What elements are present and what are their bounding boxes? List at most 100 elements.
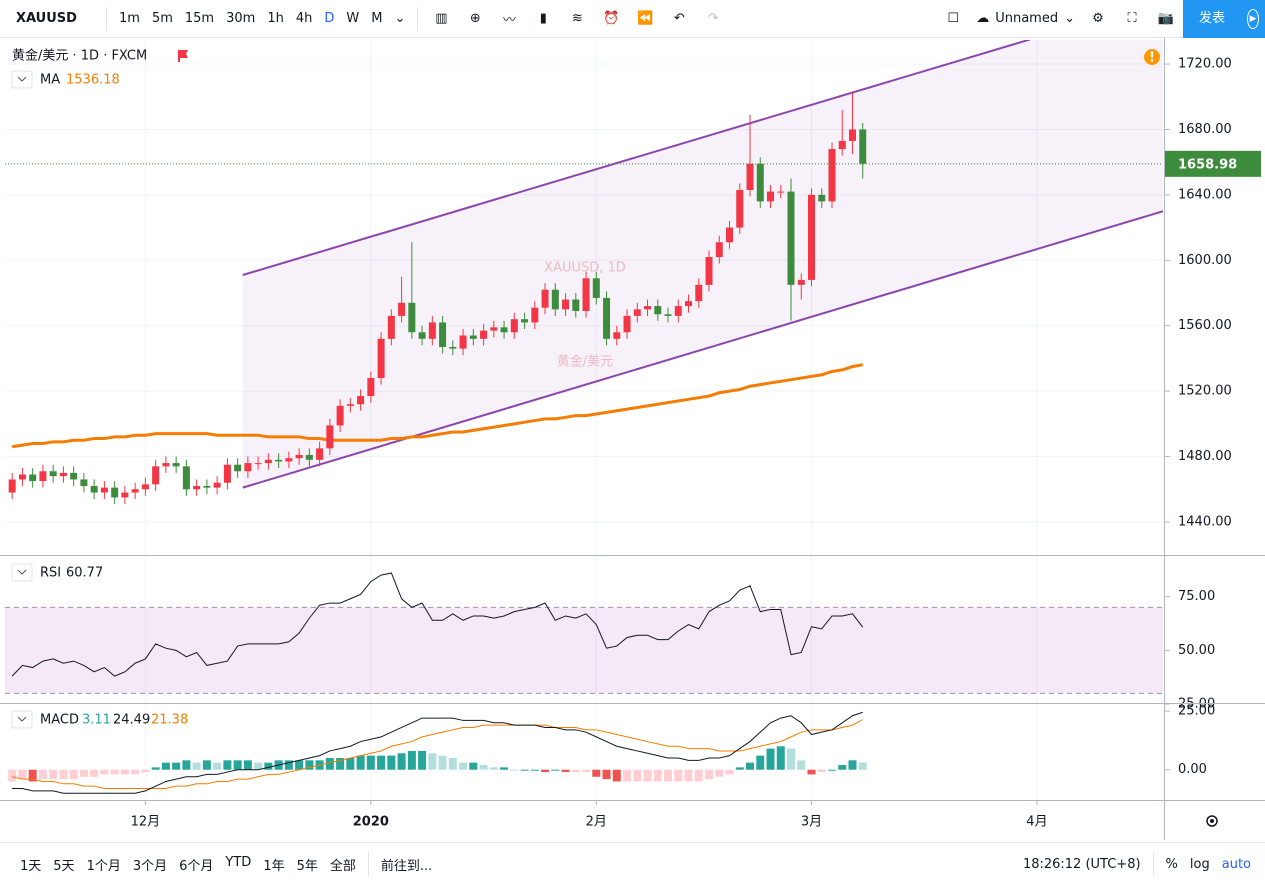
separator (106, 6, 107, 31)
candle-body (705, 257, 713, 285)
macd-histogram-bar (202, 760, 211, 770)
candle-body (182, 466, 190, 490)
macd-histogram-bar (756, 755, 765, 770)
fullscreen-toggle[interactable]: ☐ (947, 11, 960, 26)
settings-button[interactable]: ⚙ (1092, 11, 1104, 26)
symbol-search[interactable]: XAUUSD (16, 11, 77, 26)
indicators-button[interactable]: 〰 (502, 13, 516, 28)
redo-button[interactable]: ↷ (707, 11, 719, 26)
candle-body (592, 278, 600, 298)
publish-button[interactable]: 发表 ▶ (1183, 0, 1265, 38)
y-tick-label: 25.00 (1178, 697, 1215, 712)
candle-body (551, 289, 559, 310)
interval-button[interactable]: 30m (226, 11, 256, 26)
range-button[interactable]: 5年 (296, 858, 318, 874)
candle-body (111, 487, 119, 498)
goto-button[interactable]: 前往到... (380, 858, 433, 874)
candle-body (531, 307, 539, 323)
y-tick-label: 1640.00 (1178, 187, 1232, 202)
channel-fill (242, 40, 1163, 488)
candle-body (818, 194, 826, 202)
compare-button[interactable]: ⊕ (469, 11, 481, 26)
percent-toggle[interactable]: % (1165, 856, 1178, 872)
macd-pane (8, 711, 867, 794)
templates-button[interactable]: ≋ (571, 11, 583, 26)
candle-body (275, 459, 283, 462)
range-button[interactable]: 1天 (20, 858, 42, 874)
macd-histogram-bar (254, 762, 263, 770)
range-button[interactable]: 1年 (263, 858, 285, 874)
macd-histogram-bar (356, 755, 365, 770)
axes: 12月 2020 2月 3月 4月 1440.00 1480.00 1520.00 1560.0… (131, 57, 1261, 830)
macd-histogram-bar (28, 769, 37, 782)
interval-button[interactable]: W (346, 11, 360, 26)
y-tick-label: 1440.00 (1178, 514, 1232, 529)
interval-button[interactable]: 15m (184, 11, 215, 26)
undo-button[interactable]: ↶ (673, 11, 685, 26)
layout-button[interactable]: ☁ Unnamed ⌄ (970, 11, 1081, 26)
interval-button[interactable]: 5m (151, 11, 173, 26)
macd-histogram-bar (151, 767, 160, 770)
candle-body (398, 302, 406, 316)
financials-button[interactable]: ▮ (539, 11, 547, 26)
candle-body (797, 279, 805, 285)
rsi-pane (5, 572, 1163, 694)
range-button[interactable]: 1个月 (86, 858, 121, 874)
macd-histogram-bar (469, 762, 478, 770)
macd-histogram-bar (612, 769, 621, 782)
interval-button[interactable]: 4h (295, 11, 313, 26)
y-tick-label: 75.00 (1178, 589, 1215, 604)
range-button[interactable]: 3个月 (132, 858, 168, 874)
snapshot-button[interactable]: 📷 (1157, 11, 1175, 26)
macd-histogram-bar (100, 769, 109, 775)
ma-line (11, 363, 864, 449)
candle-body (777, 191, 785, 193)
alert-icon[interactable] (1144, 49, 1160, 65)
candle-body (674, 306, 682, 316)
range-button[interactable]: 5天 (53, 858, 75, 874)
interval-button[interactable]: D (324, 11, 335, 26)
macd-histogram-bar (766, 748, 775, 770)
auto-toggle[interactable]: auto (1221, 856, 1251, 872)
fullscreen-button[interactable]: ⛶ (1127, 11, 1137, 26)
macd-histogram-bar (213, 762, 222, 770)
macd-histogram-bar (295, 760, 304, 770)
macd-histogram-bar (346, 757, 355, 770)
interval-menu[interactable]: ⌄ (394, 11, 406, 26)
gear (1206, 815, 1218, 827)
interval-button[interactable]: M (371, 11, 383, 26)
chart-type-button[interactable]: ▥ (435, 11, 448, 26)
log-toggle[interactable]: log (1189, 856, 1210, 872)
candle-body (254, 463, 262, 465)
y-tick-label: 1480.00 (1178, 449, 1232, 464)
macd-histogram-bar (479, 765, 488, 770)
range-button[interactable]: 6个月 (179, 858, 214, 874)
bottom-toolbar: 1天 5天 1个月 3个月 6个月 YTD 1年 5年 全部 前往到... 18:26:12 (… (0, 842, 1265, 885)
candle-body (654, 306, 662, 315)
range-button[interactable]: 全部 (329, 858, 356, 874)
macd-histogram-bar (715, 769, 724, 777)
macd-histogram-bar (520, 769, 529, 771)
replay-button[interactable]: ⏪ (637, 11, 654, 26)
interval-button[interactable]: 1m (119, 11, 140, 26)
settings-icon[interactable] (1206, 815, 1218, 827)
alert-button[interactable]: ⏰ (603, 11, 620, 26)
macd-histogram-bar (448, 757, 457, 770)
macd-histogram-bar (243, 760, 252, 770)
macd-histogram-bar (172, 762, 181, 770)
macd-histogram-bar (325, 757, 334, 770)
interval-button[interactable]: 1h (267, 11, 284, 26)
flag-icon[interactable] (178, 50, 188, 62)
collapse-button[interactable] (11, 563, 33, 582)
macd-histogram-bar (797, 760, 806, 770)
collapse-button[interactable] (11, 710, 33, 729)
top-toolbar: XAUUSD 1m 5m 15m 30m 1h 4h D W M ⌄ ▥ ⊕ 〰 ▮ ≋ ⏰ ⏪… (0, 0, 1265, 38)
macd-histogram-bar (192, 762, 201, 770)
macd-histogram-bar (233, 760, 242, 770)
candle-body (223, 464, 231, 483)
range-button[interactable]: YTD (225, 854, 252, 870)
candle-body (316, 448, 324, 460)
collapse-button[interactable] (11, 70, 33, 89)
macd-signal-value: 21.38 (151, 713, 188, 728)
macd-histogram-bar (336, 757, 345, 770)
